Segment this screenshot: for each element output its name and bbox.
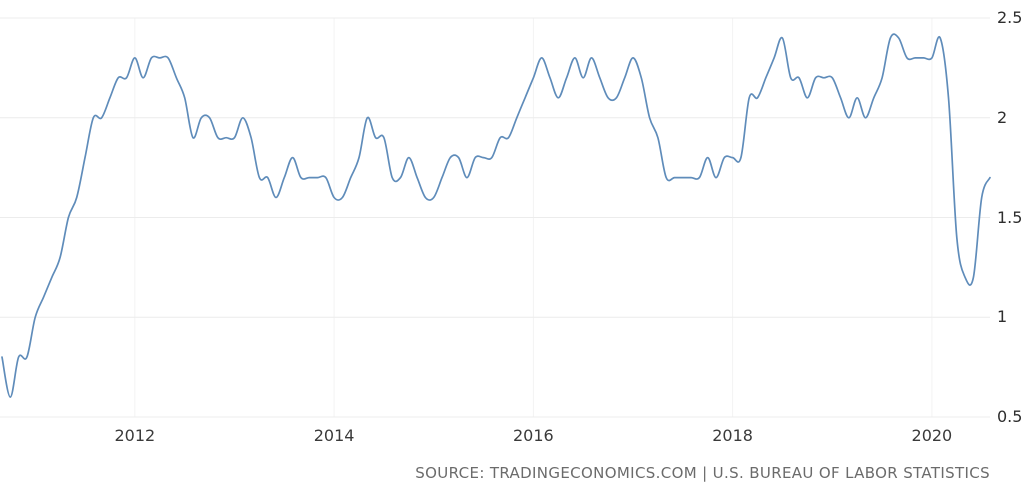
x-axis-label: 2012	[114, 426, 156, 445]
x-axis-label: 2016	[513, 426, 554, 445]
x-axis-label: 2020	[911, 426, 953, 445]
y-axis-label: 0.5	[997, 407, 1023, 426]
source-attribution: SOURCE: TRADINGECONOMICS.COM | U.S. BURE…	[415, 464, 990, 482]
y-axis-label: 2.5	[997, 8, 1023, 27]
y-axis-label: 1	[997, 307, 1008, 327]
y-axis-label: 2	[997, 107, 1008, 127]
time-series-plot[interactable]	[0, 0, 1024, 455]
series-line	[1, 33, 991, 398]
x-axis-label: 2018	[712, 426, 753, 445]
gridlines	[0, 17, 990, 418]
y-axis-label: 1.5	[997, 207, 1023, 227]
x-axis-label: 2014	[313, 426, 355, 445]
